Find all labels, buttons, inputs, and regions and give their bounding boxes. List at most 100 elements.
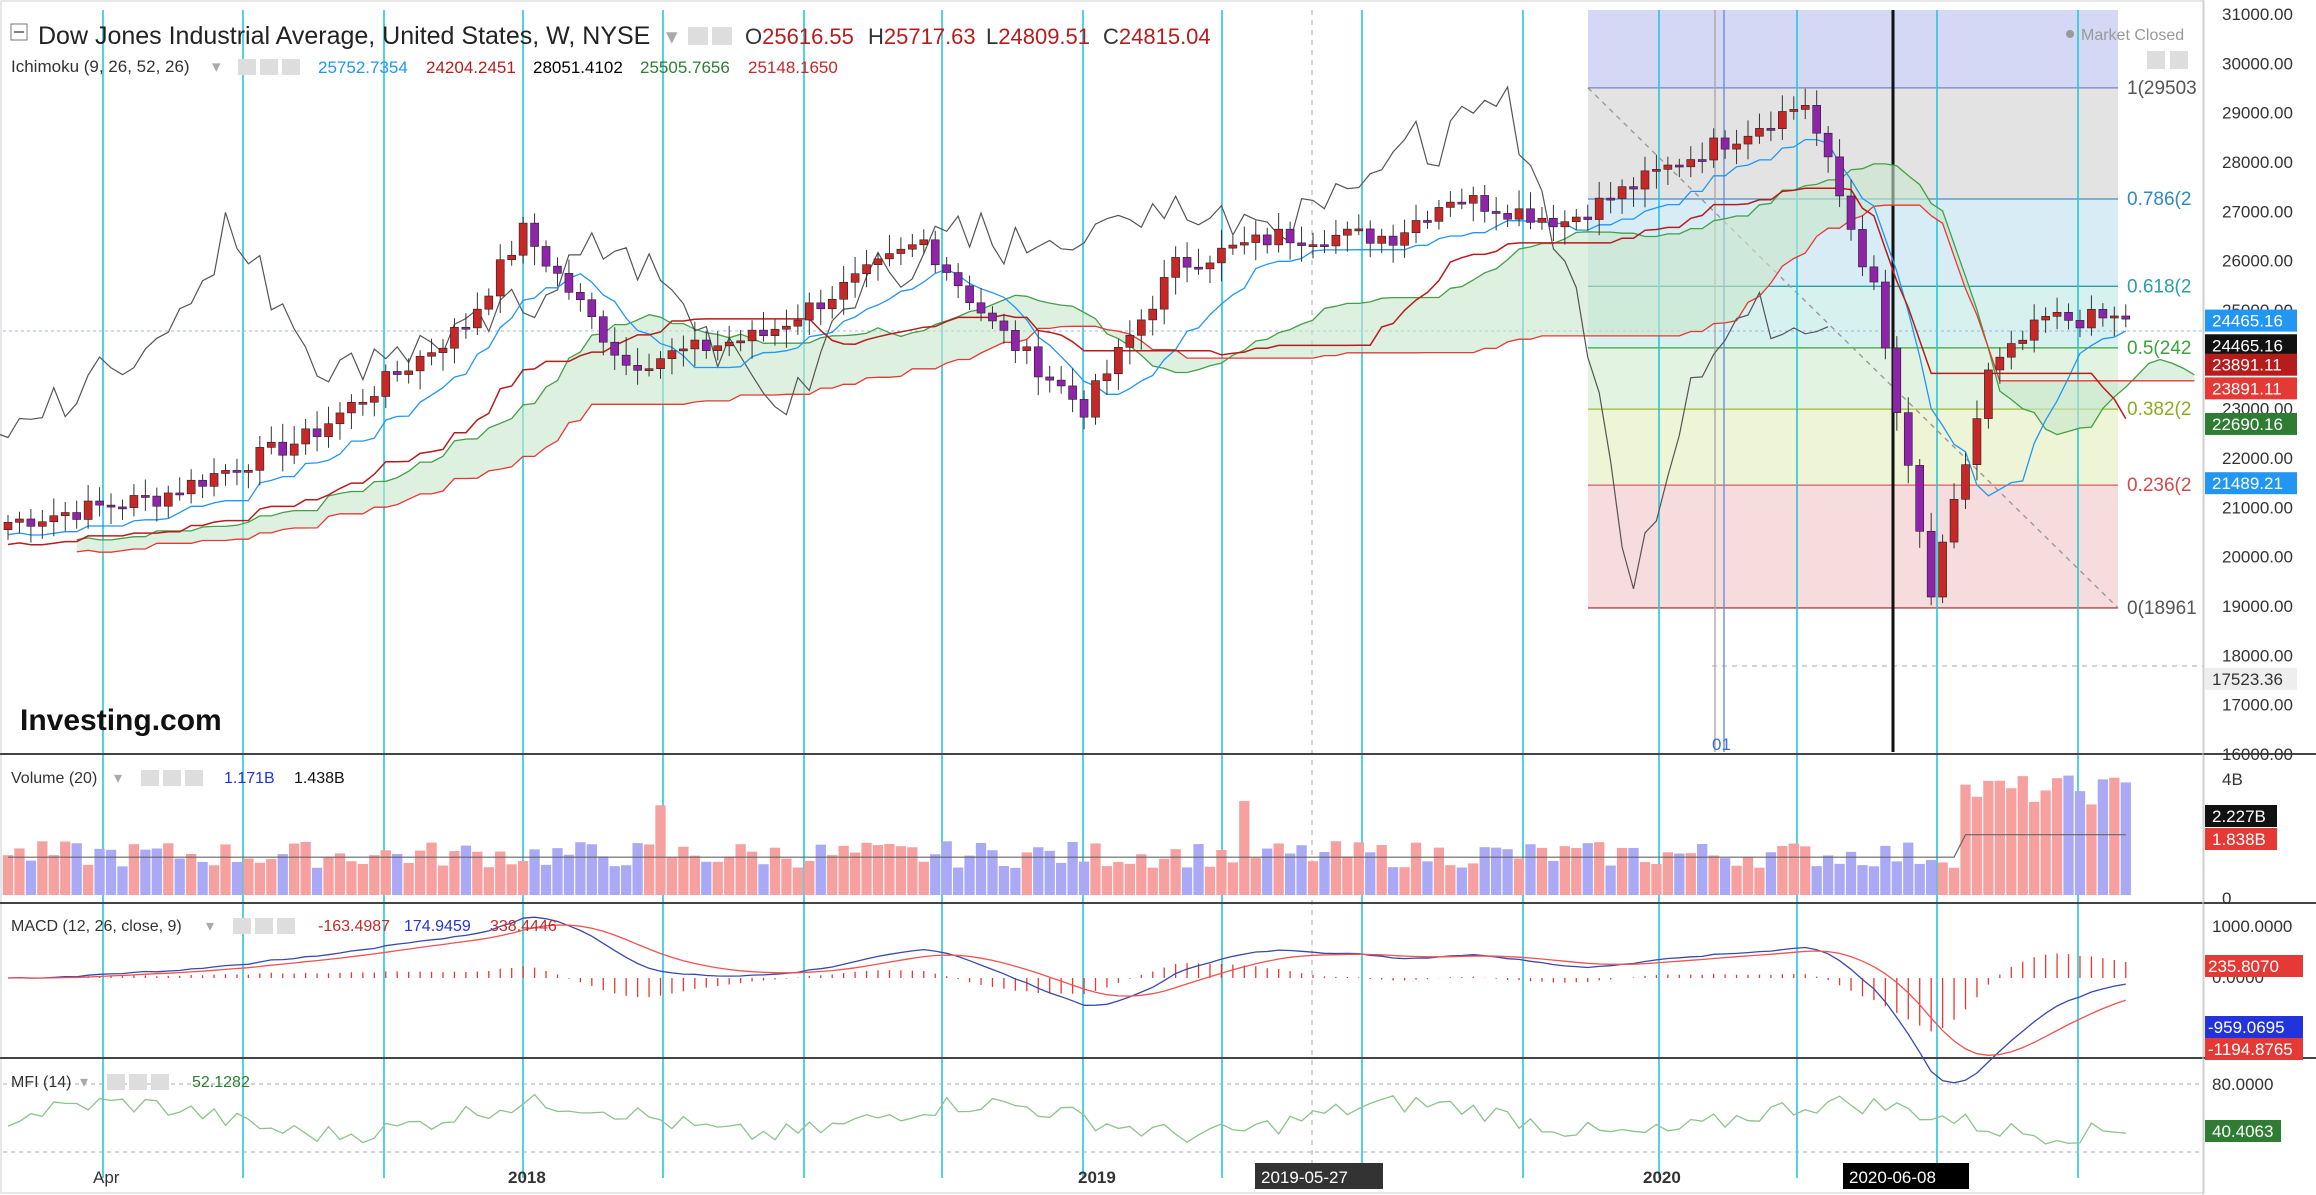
close-value: 24815.04 (1119, 24, 1211, 49)
candle-body (2087, 309, 2096, 329)
volume-bar (1067, 841, 1078, 895)
scroll-up-icon[interactable] (2147, 51, 2165, 69)
volume-bar (907, 847, 918, 895)
candle-body (930, 239, 940, 266)
price-badge (2205, 667, 2297, 690)
volume-bar (1181, 867, 1193, 895)
price-badge (2205, 353, 2297, 376)
fib-level-label: 0(18961 (2127, 598, 2197, 619)
candle-body (450, 326, 459, 349)
candle-body (667, 350, 677, 359)
volume-bar (1170, 849, 1181, 895)
volume-bar (1033, 847, 1044, 895)
price-axis-tick: 29000.00 (2222, 104, 2293, 123)
ichimoku-caret-icon[interactable]: ▾ (212, 57, 221, 76)
volume-bar (666, 857, 678, 895)
candle-body (587, 299, 597, 318)
senkou-span-b (76, 204, 2195, 553)
candle-body (598, 316, 608, 343)
volume-bar (82, 864, 94, 895)
candle-body (747, 329, 757, 342)
ichimoku-settings-icon[interactable] (260, 59, 278, 75)
candle-body (1434, 207, 1444, 222)
candle-body (1823, 132, 1833, 158)
volume-caret-icon[interactable]: ▾ (114, 770, 122, 787)
volume-bar (1353, 842, 1364, 895)
macd-line (7, 916, 2126, 1084)
volume-bar (163, 843, 174, 895)
volume-bar (1319, 851, 1330, 895)
volume-remove-icon[interactable] (185, 770, 203, 786)
mfi-remove-icon[interactable] (151, 1074, 169, 1090)
volume-bar (495, 851, 506, 895)
macd-signal-line (7, 924, 2127, 1056)
volume-bar (1078, 861, 1090, 895)
candle-body (759, 329, 768, 336)
volume-bar (369, 855, 380, 895)
macd-line-value: 174.9459 (404, 918, 471, 935)
candle-body (1663, 164, 1673, 170)
volume-bar (151, 848, 162, 895)
candle-body (827, 298, 837, 310)
mfi-visibility-icon[interactable] (107, 1074, 125, 1090)
candle-body (221, 470, 230, 474)
ichimoku-cloud (76, 163, 2195, 553)
volume-visibility-icon[interactable] (141, 770, 159, 786)
macd-caret-icon[interactable]: ▾ (206, 918, 214, 935)
volume-bar (1433, 847, 1445, 895)
volume-bar (1387, 867, 1399, 895)
volume-bar (1822, 855, 1834, 895)
candle-body (1056, 379, 1066, 387)
volume-bar (827, 855, 838, 895)
price-badge (2205, 472, 2297, 495)
macd-badge (2205, 1038, 2303, 1060)
price-axis-tick: 17000.00 (2222, 696, 2293, 715)
ichimoku-visibility-icon[interactable] (238, 59, 256, 75)
volume-bar (1697, 843, 1708, 895)
candle-body (370, 396, 379, 403)
candle-body (1926, 530, 1936, 598)
macd-remove-icon[interactable] (277, 918, 295, 934)
volume-bar (1800, 846, 1811, 895)
volume-bar (918, 861, 929, 895)
candle-body (1526, 208, 1535, 223)
candle-body (1274, 228, 1283, 246)
macd-label: MACD (12, 26, close, 9) (11, 918, 182, 935)
macd-visibility-icon[interactable] (233, 918, 251, 934)
volume-bar (1193, 844, 1204, 895)
candle-body (862, 264, 871, 274)
candle-body (2075, 320, 2085, 329)
ichimoku-remove-icon[interactable] (282, 59, 300, 75)
candle-body (1365, 228, 1375, 244)
ichimoku-kijun-value: 24204.2451 (426, 58, 516, 77)
mfi-settings-icon[interactable] (129, 1074, 147, 1090)
macd-badge (2205, 1016, 2303, 1038)
time-axis-label: 2020-06-08 (1849, 1168, 1936, 1187)
settings-icon[interactable] (712, 27, 732, 45)
price-axis-tick: 22000.00 (2222, 449, 2293, 468)
dropdown-caret-icon[interactable]: ▾ (666, 23, 678, 49)
volume-settings-icon[interactable] (163, 770, 181, 786)
volume-bar (243, 858, 254, 895)
volume-bar (1216, 849, 1227, 895)
candle-body (1068, 385, 1077, 400)
scroll-down-icon[interactable] (2170, 51, 2188, 69)
volume-bar (1582, 843, 1593, 895)
macd-badge-label: -1194.8765 (2208, 1040, 2293, 1059)
volume-bar (758, 864, 769, 895)
low-value: 24809.51 (998, 24, 1090, 49)
volume-bar (1616, 847, 1628, 895)
fib-level-label: 1(29503 (2127, 78, 2197, 99)
candle-body (83, 500, 93, 520)
macd-settings-icon[interactable] (255, 918, 273, 934)
candle-body (95, 500, 104, 506)
volume-bar (1021, 852, 1032, 895)
candle-body (1446, 201, 1455, 208)
candle-body (1606, 197, 1615, 201)
volume-bar (1605, 865, 1616, 895)
visibility-icon[interactable] (688, 27, 708, 45)
candle-body (209, 473, 219, 487)
mfi-caret-icon[interactable]: ▾ (80, 1074, 88, 1091)
volume-bar (1754, 867, 1765, 895)
